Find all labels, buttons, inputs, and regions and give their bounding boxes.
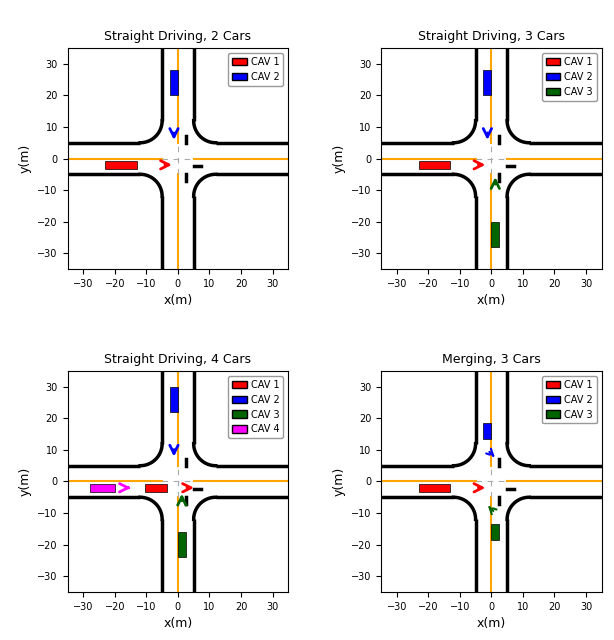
Y-axis label: y(m): y(m)	[332, 467, 345, 496]
Legend: CAV 1, CAV 2, CAV 3: CAV 1, CAV 2, CAV 3	[542, 53, 597, 100]
Bar	[491, 221, 499, 247]
Bar	[419, 161, 450, 169]
Bar	[178, 532, 186, 557]
Y-axis label: y(m): y(m)	[19, 467, 32, 496]
X-axis label: x(m): x(m)	[476, 617, 506, 630]
Bar	[170, 70, 178, 95]
Title: Straight Driving, 2 Cars: Straight Driving, 2 Cars	[104, 30, 251, 43]
Title: Straight Driving, 4 Cars: Straight Driving, 4 Cars	[104, 353, 251, 366]
Bar	[106, 161, 137, 169]
Y-axis label: y(m): y(m)	[332, 144, 345, 173]
Bar	[483, 70, 491, 95]
Title: Straight Driving, 3 Cars: Straight Driving, 3 Cars	[418, 30, 565, 43]
Bar	[170, 387, 178, 412]
X-axis label: x(m): x(m)	[476, 294, 506, 307]
Legend: CAV 1, CAV 2, CAV 3: CAV 1, CAV 2, CAV 3	[542, 376, 597, 424]
Bar	[483, 423, 491, 439]
Bar	[145, 484, 167, 492]
Legend: CAV 1, CAV 2, CAV 3, CAV 4: CAV 1, CAV 2, CAV 3, CAV 4	[228, 376, 284, 438]
Bar	[491, 524, 499, 540]
Title: Merging, 3 Cars: Merging, 3 Cars	[442, 353, 541, 366]
Legend: CAV 1, CAV 2: CAV 1, CAV 2	[228, 53, 284, 86]
Bar	[90, 484, 115, 492]
X-axis label: x(m): x(m)	[163, 617, 193, 630]
Bar	[419, 484, 450, 492]
Y-axis label: y(m): y(m)	[19, 144, 32, 173]
X-axis label: x(m): x(m)	[163, 294, 193, 307]
